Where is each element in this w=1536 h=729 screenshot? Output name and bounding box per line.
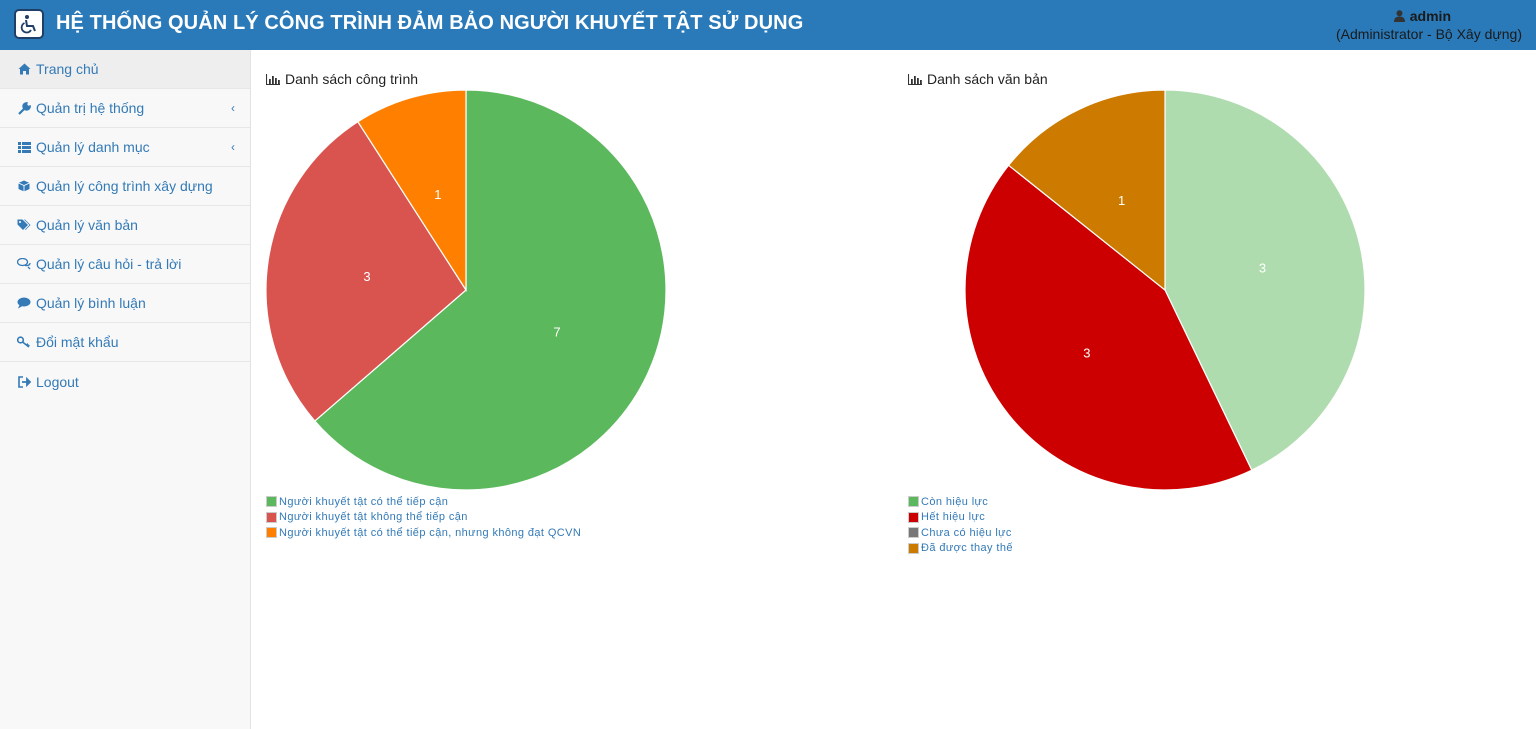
constructions-pie-chart: 7 3 1 [265, 89, 667, 491]
chevron-left-icon: ‹ [231, 140, 235, 154]
legend-swatch [266, 511, 277, 523]
sidebar-item-comments[interactable]: Quản lý bình luận [0, 284, 250, 323]
documents-legend: Còn hiệu lực Hết hiệu lực Chưa có hiệu lực… [908, 494, 1013, 556]
legend-item[interactable]: Người khuyết tật có thể tiếp cận, nhưng … [266, 525, 581, 541]
pie-data-label: 3 [1259, 261, 1266, 276]
sign-out-icon [17, 375, 31, 389]
sidebar-item-categories[interactable]: Quản lý danh mục ‹ [0, 128, 250, 167]
legend-swatch [908, 511, 919, 523]
sidebar-item-constructions[interactable]: Quản lý công trình xây dựng [0, 167, 250, 206]
panel-title-text: Danh sách văn bản [927, 71, 1048, 87]
pie-slice[interactable] [357, 89, 467, 293]
pie-slice[interactable] [1164, 89, 1366, 471]
user-icon [1393, 10, 1405, 22]
pie-data-label: 1 [1118, 193, 1125, 208]
legend-item[interactable]: Người khuyết tật không thể tiếp cận [266, 510, 581, 526]
legend-item[interactable]: Hết hiệu lực [908, 510, 1013, 526]
pie-slice[interactable] [265, 120, 467, 422]
legend-label: Hết hiệu lực [921, 511, 986, 524]
sidebar-item-label: Quản lý bình luận [36, 295, 146, 311]
cube-icon [17, 179, 31, 193]
documents-pie-chart: 3 3 1 [964, 89, 1366, 491]
legend-label: Chưa có hiệu lực [921, 526, 1012, 539]
constructions-legend: Người khuyết tật có thể tiếp cận Người kh… [266, 494, 581, 541]
sidebar-item-label: Quản lý câu hỏi - trả lời [36, 256, 182, 272]
pie-data-label: 3 [1083, 345, 1090, 360]
comment-icon [17, 296, 31, 310]
panel-title-text: Danh sách công trình [285, 71, 419, 87]
sidebar-item-home[interactable]: Trang chủ [0, 50, 250, 89]
legend-item[interactable]: Đã được thay thế [908, 541, 1013, 557]
sidebar-item-label: Logout [36, 373, 79, 390]
legend-label: Còn hiệu lực [921, 495, 989, 508]
sidebar-item-label: Quản trị hệ thống [36, 100, 145, 116]
legend-label: Người khuyết tật không thể tiếp cận [279, 511, 468, 524]
legend-swatch [908, 542, 919, 554]
chevron-left-icon: ‹ [231, 101, 235, 115]
legend-item[interactable]: Còn hiệu lực [908, 494, 1013, 510]
legend-swatch [908, 496, 919, 508]
sidebar-item-label: Quản lý văn bản [36, 217, 138, 233]
sidebar-nav: Trang chủ Quản trị hệ thống ‹ Quản lý da… [0, 50, 251, 729]
user-menu[interactable]: admin [1393, 8, 1451, 24]
user-name: admin [1409, 8, 1451, 24]
user-role: (Administrator - Bộ Xây dựng) [1336, 26, 1522, 42]
sidebar-item-label: Trang chủ [36, 61, 99, 77]
pie-data-label: 3 [363, 269, 370, 284]
bar-chart-icon [908, 73, 922, 85]
sidebar-item-label: Quản lý công trình xây dựng [36, 178, 213, 194]
app-title: HỆ THỐNG QUẢN LÝ CÔNG TRÌNH ĐẢM BẢO NGƯỜ… [56, 12, 804, 34]
comments-icon [17, 257, 31, 271]
sidebar-item-label: Đổi mật khẩu [36, 334, 119, 350]
bar-chart-icon [266, 73, 280, 85]
key-icon [17, 335, 31, 349]
wrench-icon [17, 101, 31, 115]
wheelchair-icon[interactable] [14, 9, 44, 39]
sidebar-item-change-password[interactable]: Đổi mật khẩu [0, 323, 250, 362]
top-header-bar: HỆ THỐNG QUẢN LÝ CÔNG TRÌNH ĐẢM BẢO NGƯỜ… [0, 0, 1536, 50]
pie-data-label: 7 [553, 325, 560, 340]
legend-swatch [908, 527, 919, 539]
legend-label: Người khuyết tật có thể tiếp cận [279, 495, 449, 508]
panel-title-constructions: Danh sách công trình [266, 71, 418, 87]
sidebar-item-documents[interactable]: Quản lý văn bản [0, 206, 250, 245]
legend-label: Người khuyết tật có thể tiếp cận, nhưng … [279, 526, 582, 539]
pie-slice[interactable] [1007, 89, 1166, 292]
legend-item[interactable]: Chưa có hiệu lực [908, 525, 1013, 541]
sidebar-item-qa[interactable]: Quản lý câu hỏi - trả lời [0, 245, 250, 284]
tags-icon [17, 218, 31, 232]
pie-data-label: 1 [434, 187, 441, 202]
panel-title-documents: Danh sách văn bản [908, 71, 1048, 87]
legend-swatch [266, 496, 277, 508]
legend-label: Đã được thay thế [921, 542, 1013, 555]
legend-swatch [266, 527, 277, 539]
list-icon [17, 140, 31, 154]
legend-item[interactable]: Người khuyết tật có thể tiếp cận [266, 494, 581, 510]
sidebar-item-label: Quản lý danh mục [36, 139, 150, 155]
pie-slice[interactable] [964, 164, 1253, 491]
pie-slice[interactable] [314, 89, 667, 491]
sidebar-item-logout[interactable]: Logout [0, 362, 250, 401]
sidebar-item-system-admin[interactable]: Quản trị hệ thống ‹ [0, 89, 250, 128]
home-icon [17, 62, 31, 76]
